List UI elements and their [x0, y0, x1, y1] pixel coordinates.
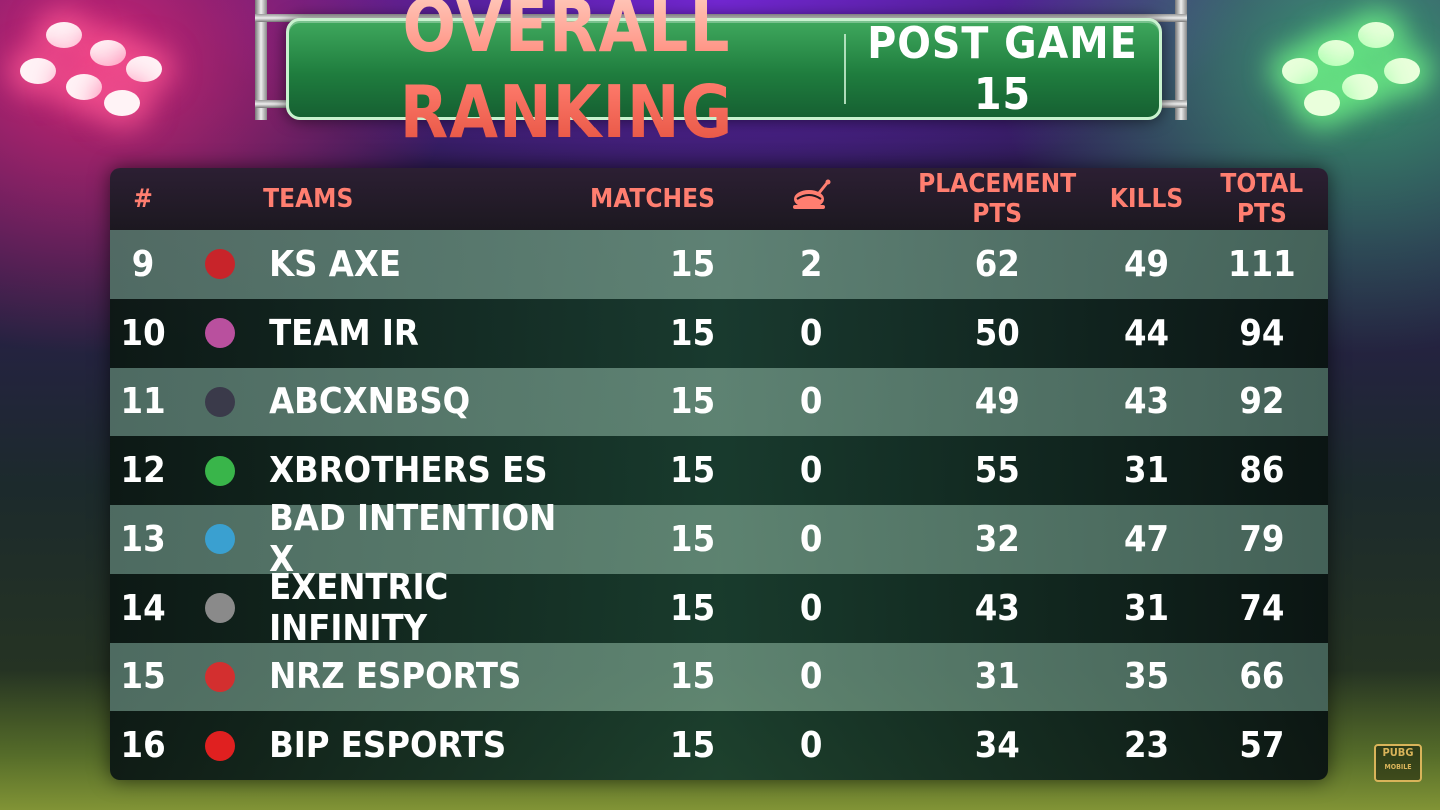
- header-total-pts: TOTAL PTS: [1220, 169, 1304, 229]
- row-chicken: 0: [799, 656, 823, 698]
- row-team: ABCXNBSQ: [269, 381, 471, 423]
- table-row: 16 BIP ESPORTS 15 0 34 23 57: [110, 711, 1328, 780]
- team-logo-icon: [204, 249, 235, 280]
- row-placement: 31: [974, 656, 1020, 698]
- row-team: EXENTRIC INFINITY: [269, 567, 449, 650]
- team-logo-icon: [204, 730, 235, 761]
- row-placement: 32: [974, 518, 1020, 560]
- table-row: 14 EXENTRIC INFINITY 15 0 43 31 74: [110, 567, 1328, 649]
- row-total: 94: [1239, 312, 1285, 354]
- row-rank: 15: [120, 656, 166, 698]
- row-total: 92: [1239, 381, 1285, 423]
- watermark-line1: PUBG: [1382, 746, 1414, 759]
- row-placement: 55: [974, 450, 1020, 492]
- row-kills: 44: [1124, 312, 1170, 354]
- banner-pole-left: [255, 0, 267, 120]
- row-total: 86: [1239, 450, 1285, 492]
- row-chicken: 0: [799, 518, 823, 560]
- row-placement: 34: [974, 725, 1020, 767]
- table-row: 11 ABCXNBSQ 15 0 49 43 92: [110, 367, 1328, 437]
- row-rank: 16: [120, 725, 166, 767]
- row-chicken: 0: [799, 381, 823, 423]
- header-kills: KILLS: [1109, 184, 1184, 214]
- row-team: KS AXE: [269, 243, 401, 285]
- row-kills: 35: [1124, 656, 1170, 698]
- page-subtitle: POST GAME 15: [867, 18, 1138, 120]
- watermark-line2: MOBILE: [1384, 763, 1412, 771]
- row-rank: 12: [120, 450, 166, 492]
- team-logo-icon: [204, 661, 235, 692]
- table-header: # TEAMS MATCHES PLACEMENT PTS KILLS TOTA…: [110, 168, 1328, 230]
- row-team: TEAM IR: [269, 312, 419, 354]
- row-matches: 15: [670, 312, 716, 354]
- row-total: 57: [1239, 725, 1285, 767]
- team-logo-icon: [204, 318, 235, 349]
- row-placement: 43: [974, 587, 1020, 629]
- chicken-dinner-icon: [792, 179, 831, 209]
- row-placement: 49: [974, 381, 1020, 423]
- row-chicken: 0: [799, 312, 823, 354]
- table-row: 12 XBROTHERS ES 15 0 55 31 86: [110, 436, 1328, 505]
- table-row: 10 TEAM IR 15 0 50 44 94: [110, 298, 1328, 368]
- row-kills: 23: [1124, 725, 1170, 767]
- row-chicken: 2: [799, 243, 823, 285]
- row-total: 66: [1239, 656, 1285, 698]
- row-kills: 47: [1124, 518, 1170, 560]
- row-total: 79: [1239, 518, 1285, 560]
- team-logo-icon: [204, 524, 235, 555]
- table-row: 9 KS AXE 15 2 62 49 111: [110, 230, 1328, 299]
- pubg-mobile-logo: PUBG MOBILE: [1374, 744, 1422, 782]
- row-matches: 15: [670, 518, 716, 560]
- title-banner: OVERALL RANKING POST GAME 15: [286, 0, 1162, 155]
- page-title: OVERALL RANKING: [289, 0, 844, 155]
- row-placement: 62: [974, 243, 1020, 285]
- table-row: 13 BAD INTENTION X 15 0 32 47 79: [110, 498, 1328, 580]
- row-team: XBROTHERS ES: [269, 450, 548, 492]
- table-row: 15 NRZ ESPORTS 15 0 31 35 66: [110, 642, 1328, 712]
- row-total: 111: [1228, 243, 1296, 285]
- row-total: 74: [1239, 587, 1285, 629]
- header-teams: TEAMS: [263, 184, 354, 214]
- team-logo-icon: [204, 386, 235, 417]
- row-matches: 15: [670, 450, 716, 492]
- row-matches: 15: [670, 725, 716, 767]
- header-placement-pts: PLACEMENT PTS: [918, 169, 1077, 229]
- row-team: NRZ ESPORTS: [269, 656, 522, 698]
- row-chicken: 0: [799, 450, 823, 492]
- row-kills: 31: [1124, 587, 1170, 629]
- team-logo-icon: [204, 455, 235, 486]
- row-rank: 13: [120, 518, 166, 560]
- row-rank: 14: [120, 587, 166, 629]
- banner-pole-right: [1175, 0, 1187, 120]
- row-kills: 49: [1124, 243, 1170, 285]
- row-matches: 15: [670, 656, 716, 698]
- row-kills: 31: [1124, 450, 1170, 492]
- row-matches: 15: [670, 381, 716, 423]
- row-placement: 50: [974, 312, 1020, 354]
- row-chicken: 0: [799, 725, 823, 767]
- title-divider: [844, 34, 846, 104]
- row-chicken: 0: [799, 587, 823, 629]
- row-rank: 10: [120, 312, 166, 354]
- row-rank: 11: [120, 381, 166, 423]
- row-team: BAD INTENTION X: [269, 498, 557, 581]
- header-matches: MATCHES: [590, 184, 715, 214]
- row-team: BIP ESPORTS: [269, 725, 507, 767]
- row-matches: 15: [670, 243, 716, 285]
- row-rank: 9: [131, 243, 155, 285]
- ranking-table: # TEAMS MATCHES PLACEMENT PTS KILLS TOTA…: [110, 168, 1328, 780]
- header-chicken: [715, 177, 897, 222]
- row-kills: 43: [1124, 381, 1170, 423]
- team-logo-icon: [204, 593, 235, 624]
- row-matches: 15: [670, 587, 716, 629]
- header-rank: #: [133, 184, 153, 214]
